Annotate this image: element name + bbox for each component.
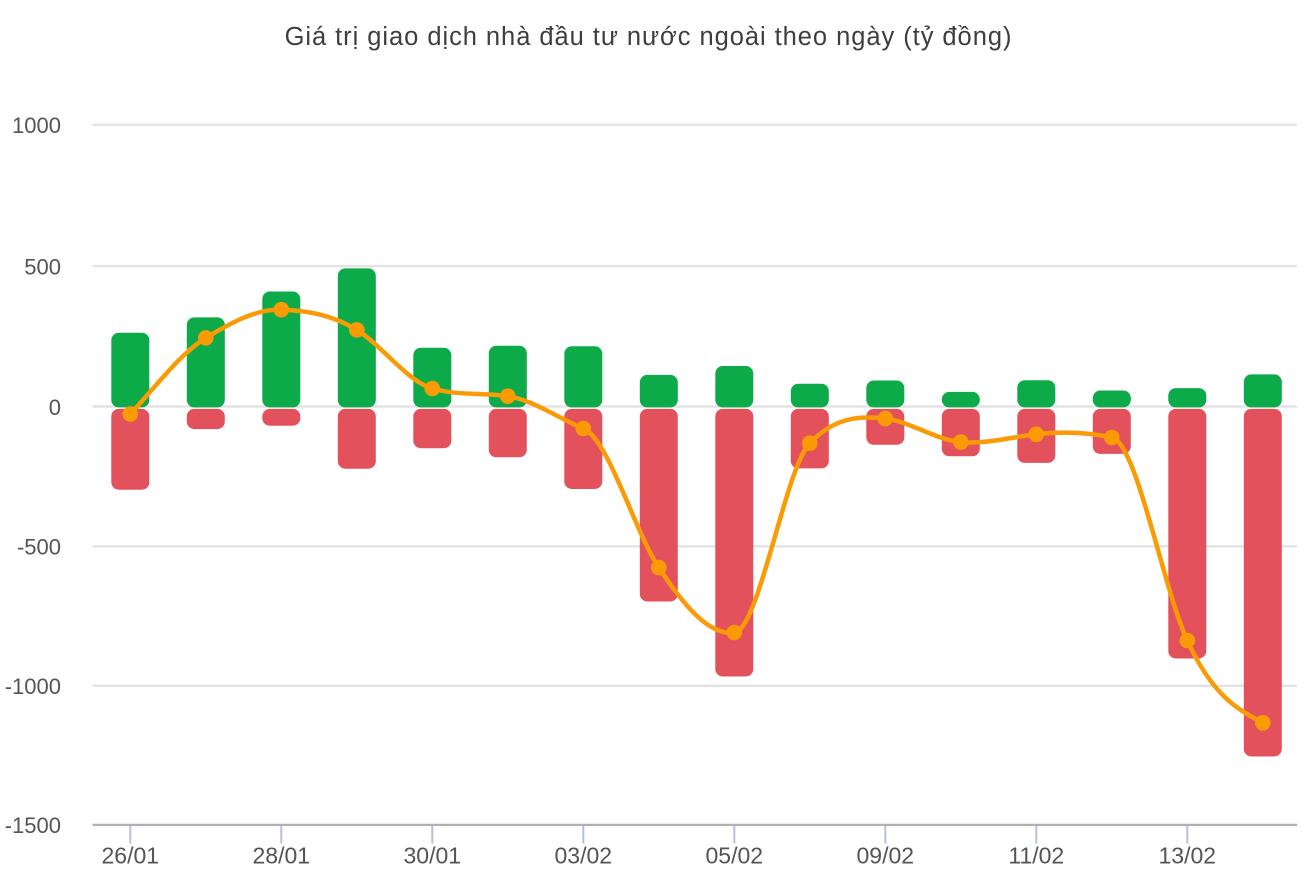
svg-text:09/02: 09/02 — [857, 843, 915, 869]
svg-text:-500: -500 — [17, 535, 61, 560]
svg-text:26/01: 26/01 — [102, 843, 160, 869]
svg-text:500: 500 — [24, 254, 61, 279]
svg-text:0: 0 — [49, 395, 61, 420]
svg-text:11/02: 11/02 — [1008, 843, 1064, 869]
svg-text:05/02: 05/02 — [706, 843, 764, 869]
svg-text:30/01: 30/01 — [404, 843, 462, 869]
svg-text:1000: 1000 — [12, 113, 61, 138]
svg-text:28/01: 28/01 — [253, 843, 311, 869]
svg-text:-1000: -1000 — [5, 674, 61, 699]
svg-text:13/02: 13/02 — [1159, 843, 1217, 869]
svg-text:-1500: -1500 — [5, 813, 61, 838]
svg-text:Giá trị giao dịch nhà đầu tư n: Giá trị giao dịch nhà đầu tư nước ngoài … — [285, 23, 1013, 51]
svg-text:03/02: 03/02 — [555, 843, 613, 869]
